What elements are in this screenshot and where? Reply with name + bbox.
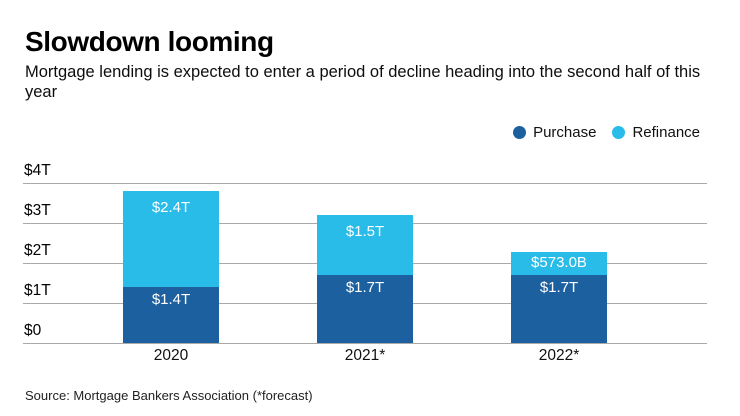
bar-value-label: $1.4T: [151, 291, 191, 308]
y-axis-tick-label: $2T: [24, 242, 51, 259]
legend-item-label: Purchase: [533, 124, 597, 141]
y-axis-tick-label: $3T: [24, 202, 51, 219]
bar-2022*-purchase-segment: $1.7T: [511, 275, 607, 343]
bar-value-label: $1.7T: [539, 279, 579, 296]
y-axis-tick-label: $1T: [24, 282, 51, 299]
bar-2022*-refinance-segment: $573.0B: [511, 252, 607, 275]
bar-2021*-purchase-segment: $1.7T: [317, 275, 413, 343]
x-axis-label-2021*: 2021*: [344, 347, 386, 364]
gridline-$4T: [23, 183, 707, 184]
legend-item-label: Refinance: [632, 124, 700, 141]
bar-value-label: $2.4T: [151, 199, 191, 216]
y-axis-tick-label: $4T: [24, 162, 51, 179]
x-axis-label-2022*: 2022*: [538, 347, 580, 364]
gridline-$0: [23, 343, 707, 344]
legend-item-refinance: Refinance: [612, 124, 700, 141]
bar-value-label: $1.7T: [345, 279, 385, 296]
bar-value-label: $573.0B: [531, 254, 587, 272]
legend-item-purchase: Purchase: [513, 124, 596, 141]
x-axis-label-2020: 2020: [153, 347, 189, 364]
chart-title: Slowdown looming: [25, 26, 274, 57]
legend-dot-icon: [513, 126, 527, 139]
bar-2020-purchase-segment: $1.4T: [123, 287, 219, 343]
legend-dot-icon: [612, 126, 626, 139]
bar-2021*-refinance-segment: $1.5T: [317, 215, 413, 275]
source-note: Source: Mortgage Bankers Association (*f…: [25, 388, 313, 403]
bar-value-label: $1.5T: [345, 223, 385, 240]
y-axis-tick-label: $0: [24, 322, 42, 339]
chart-subtitle: Mortgage lending is expected to enter a …: [25, 63, 701, 101]
legend: Purchase Refinance: [0, 124, 700, 141]
bar-2020-refinance-segment: $2.4T: [123, 191, 219, 287]
